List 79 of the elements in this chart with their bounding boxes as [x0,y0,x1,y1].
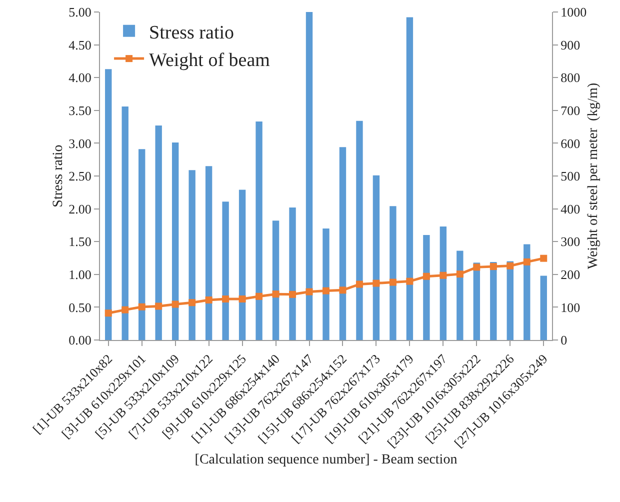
y2-tick-label: 500 [560,168,580,184]
y-tick-label: 2.00 [68,201,92,216]
point [256,292,263,300]
y-tick-label: 0.50 [68,300,92,315]
point [473,264,480,271]
y2-axis-title: Weight of steel per meter (kg/m) [586,82,601,270]
x-axis-title: [Calculation sequence number] - Beam section [194,452,458,468]
point [289,290,296,298]
point [122,306,129,314]
y2-tick-label: 600 [560,136,580,151]
y2-tick-label: 900 [560,37,580,52]
y2-tick-label: 300 [560,234,580,250]
bar [339,147,346,340]
y2-tick-label: 200 [560,266,580,282]
bar [172,142,179,340]
bar [155,125,162,340]
bar [372,175,380,340]
point [406,278,414,285]
y-tick-label: 3.00 [68,136,92,151]
legend-label: Stress ratio [149,22,234,44]
y2-tick-label: 100 [560,300,580,315]
y2-tick-label: 400 [560,201,580,216]
y-tick-label: 3.50 [68,102,92,118]
y2-tick-label: 0 [560,332,568,348]
bar [390,206,396,340]
point [205,296,212,304]
point [540,254,548,262]
bar [122,106,128,340]
bar [188,170,196,340]
bar [289,207,296,340]
point [155,302,162,310]
point [389,278,396,286]
point [440,272,447,279]
y-axis-title: Stress ratio [51,144,66,208]
point [172,300,179,308]
y2-tick-label: 800 [560,70,580,86]
point [222,296,230,302]
bar [306,12,313,340]
bar [456,250,464,340]
point [456,270,464,278]
y-tick-label: 1.50 [68,234,92,250]
y-tick-label: 0.00 [68,332,92,348]
point [506,262,514,270]
point [356,280,363,288]
bar [440,226,447,340]
point [422,272,430,280]
y-tick-label: 2.50 [68,168,92,184]
point [339,286,346,294]
bar [138,149,146,340]
y2-tick-label: 700 [560,102,580,118]
bar [406,17,414,340]
point [104,310,112,317]
point [138,303,146,310]
point [306,288,313,296]
bar [356,120,363,340]
point [322,287,330,294]
point [523,258,530,266]
legend-label: Weight of beam [149,50,270,71]
bar [105,69,112,340]
bar [490,262,497,340]
y2-tick-label: 1000 [560,4,587,20]
y-tick-label: 1.00 [68,266,92,282]
bar [423,235,430,340]
point [372,280,380,287]
bar [272,220,280,340]
bar [524,244,530,340]
y-tick-label: 4.50 [68,37,92,52]
point [272,290,280,298]
bar [540,276,547,340]
bar [238,190,246,340]
bar [222,202,229,340]
y-tick-label: 5.00 [68,4,92,20]
point [490,263,497,270]
bar [205,166,212,340]
point [188,299,196,306]
point [238,296,246,302]
bar [322,228,330,340]
bar [256,122,262,340]
y-tick-label: 4.00 [68,70,92,86]
